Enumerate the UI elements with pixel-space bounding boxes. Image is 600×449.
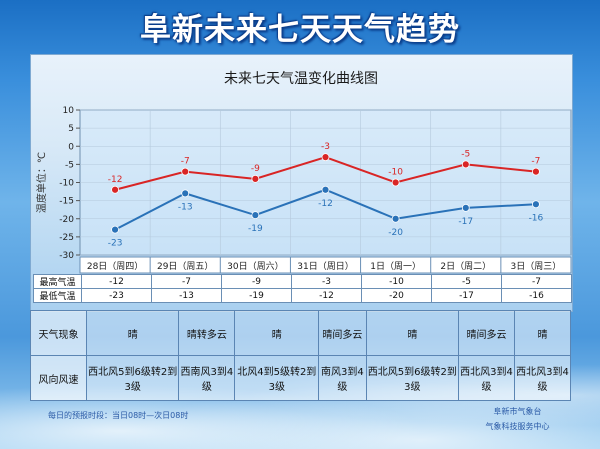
chart-panel: 未来七天气温变化曲线图 温度单位：℃ 10 5 0 -5 -10 -15 -20 -25 -30 28… — [30, 54, 573, 312]
category-row — [79, 256, 572, 274]
data-label: -19 — [248, 224, 263, 234]
y-tick-label: -15 — [59, 197, 74, 207]
data-point — [251, 174, 260, 183]
low-cell: -16 — [501, 288, 572, 303]
wind-cell: 西北风3到4级 — [458, 355, 515, 401]
data-point — [251, 211, 260, 220]
row-head-high: 最高气温 — [33, 274, 82, 289]
wind-row: 风向风速 西北风5到6级转2到3级 西南风3到4级 北风4到5级转2到3级 南风… — [30, 355, 572, 401]
issuer-block: 阜新市气象台 气象科技服务中心 — [470, 404, 565, 434]
wind-cell: 西南风3到4级 — [178, 355, 236, 401]
y-tick-label: -30 — [59, 251, 74, 261]
sky-cell: 晴 — [234, 310, 320, 356]
low-cell: -20 — [361, 288, 432, 303]
y-tick-label: -10 — [59, 179, 74, 189]
x-tick-label: 29日（周五） — [157, 261, 213, 272]
data-point — [181, 189, 190, 198]
data-point — [321, 153, 330, 162]
wind-cell: 西北风5到6级转2到3级 — [85, 355, 180, 401]
sky-cell: 晴转多云 — [178, 310, 236, 356]
data-point — [111, 185, 119, 194]
y-tick-label: 5 — [68, 124, 74, 134]
sky-cell: 晴 — [365, 310, 460, 356]
wind-cell: 西北风5到6级转2到3级 — [365, 355, 460, 401]
sky-row: 天气现象 晴 晴转多云 晴 晴间多云 晴 晴间多云 晴 — [30, 310, 572, 356]
low-cell: -12 — [291, 288, 362, 303]
wind-cell: 西北风3到4级 — [513, 355, 572, 401]
low-cell: -13 — [151, 288, 222, 303]
data-label: -10 — [388, 168, 403, 178]
issuer-subname: 气象科技服务中心 — [485, 422, 550, 431]
sky-head: 天气现象 — [30, 310, 87, 356]
y-tick-label: -20 — [59, 215, 74, 225]
sky-cell: 晴 — [513, 310, 572, 356]
high-cell: -7 — [501, 274, 572, 289]
data-point — [391, 178, 400, 187]
high-cell: -10 — [361, 274, 432, 289]
data-label: -13 — [178, 202, 193, 212]
high-cell: -7 — [151, 274, 222, 289]
low-cell: -19 — [221, 288, 292, 303]
data-point — [532, 200, 540, 209]
data-label: -12 — [318, 199, 333, 209]
y-tick-label: 0 — [68, 142, 74, 152]
data-point — [321, 185, 330, 194]
y-tick-label: -25 — [59, 233, 74, 243]
y-tick-label: 10 — [63, 106, 75, 116]
data-label: -3 — [321, 142, 330, 152]
low-cell: -23 — [81, 288, 152, 303]
table-row-high: 最高气温 -12 -7 -9 -3 -10 -5 -7 — [33, 274, 572, 289]
data-point — [181, 167, 190, 176]
x-tick-label: 30日（周六） — [227, 260, 283, 272]
x-tick-label: 28日（周四） — [87, 261, 143, 272]
y-axis-label: 温度单位：℃ — [35, 152, 48, 213]
forecast-period-note: 每日的预报时段：当日08时—次日08时 — [48, 411, 189, 420]
row-head-low: 最低气温 — [33, 288, 82, 303]
high-cell: -9 — [221, 274, 292, 289]
wind-head: 风向风速 — [30, 355, 87, 401]
high-cell: -3 — [291, 274, 362, 289]
data-point — [532, 167, 540, 176]
wind-cell: 南风3到4级 — [318, 355, 367, 401]
wind-cell: 北风4到5级转2到3级 — [234, 355, 320, 401]
data-label: -17 — [458, 217, 473, 227]
x-tick-label: 3日（周三） — [511, 261, 562, 272]
high-cell: -12 — [81, 274, 152, 289]
data-label: -12 — [108, 175, 123, 185]
table-row-low: 最低气温 -23 -13 -19 -12 -20 -17 -16 — [33, 288, 572, 303]
high-cell: -5 — [431, 274, 502, 289]
x-tick-label: 31日（周日） — [297, 261, 353, 272]
data-point — [111, 225, 119, 234]
low-cell: -17 — [431, 288, 502, 303]
data-label: -9 — [251, 164, 260, 174]
chart-title: 未来七天气温变化曲线图 — [224, 71, 378, 87]
data-label: -16 — [529, 213, 544, 223]
sky-cell: 晴间多云 — [318, 310, 367, 356]
data-label: -5 — [461, 149, 470, 159]
sky-cell: 晴 — [85, 310, 180, 356]
x-tick-label: 1日（周一） — [370, 261, 421, 272]
y-tick-label: -5 — [65, 160, 74, 170]
page-title: 阜新未来七天天气趋势 — [140, 12, 460, 48]
data-point — [391, 214, 400, 223]
data-label: -7 — [181, 157, 190, 167]
data-point — [461, 203, 470, 212]
temperature-table: 最高气温 -12 -7 -9 -3 -10 -5 -7 最低气温 -23 -13… — [33, 274, 572, 303]
weather-table: 天气现象 晴 晴转多云 晴 晴间多云 晴 晴间多云 晴 风向风速 西北风5到6级… — [30, 310, 572, 401]
data-point — [461, 160, 470, 169]
x-tick-label: 2日（周二） — [440, 261, 491, 272]
data-label: -20 — [388, 228, 403, 238]
sky-cell: 晴间多云 — [458, 310, 515, 356]
issuer-name: 阜新市气象台 — [493, 407, 542, 416]
data-label: -23 — [108, 239, 123, 249]
data-label: -7 — [531, 157, 540, 167]
